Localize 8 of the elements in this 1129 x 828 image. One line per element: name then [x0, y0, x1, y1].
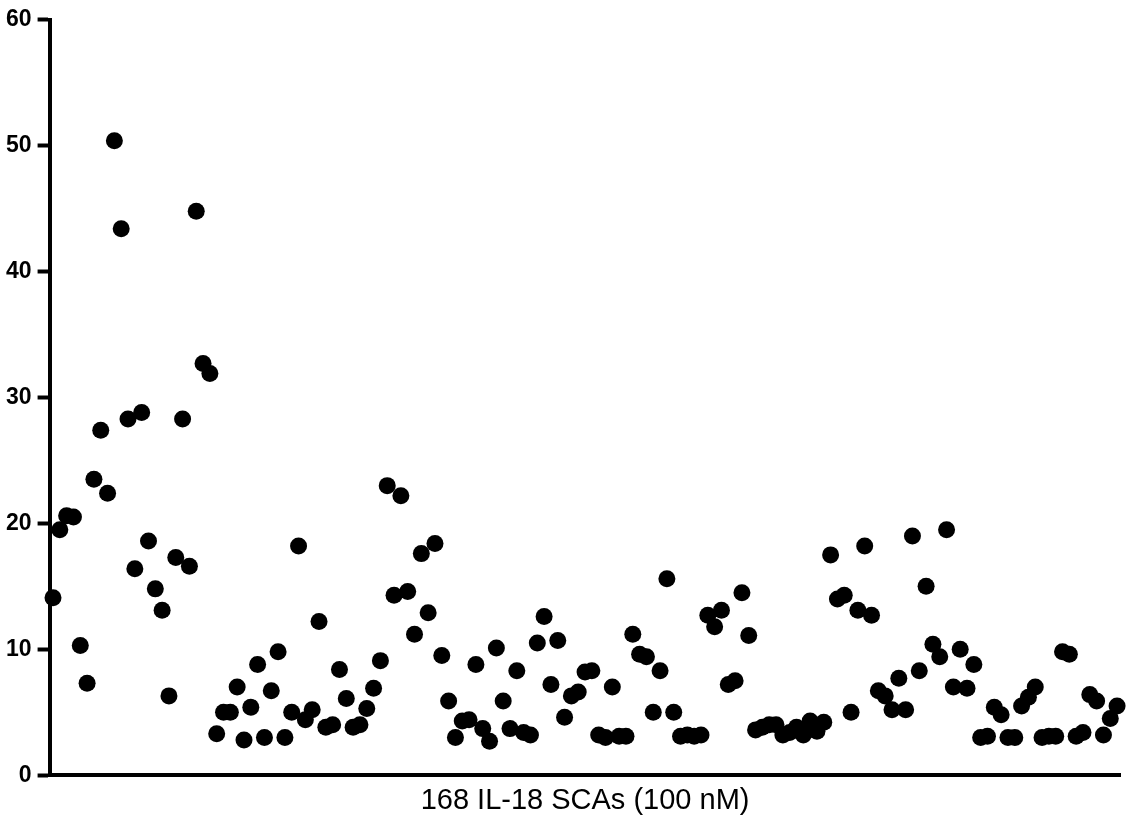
x-axis-title: 168 IL-18 SCAs (100 nM) — [420, 782, 750, 815]
y-tick-label: 20 — [5, 508, 32, 535]
y-tick-label: 60 — [5, 5, 32, 32]
y-tick-label: 30 — [5, 382, 32, 409]
y-tick-label: 50 — [5, 131, 32, 158]
y-tick-label: 40 — [5, 256, 32, 283]
y-tick-label: 0 — [18, 760, 32, 787]
y-tick-label: 10 — [5, 634, 32, 661]
